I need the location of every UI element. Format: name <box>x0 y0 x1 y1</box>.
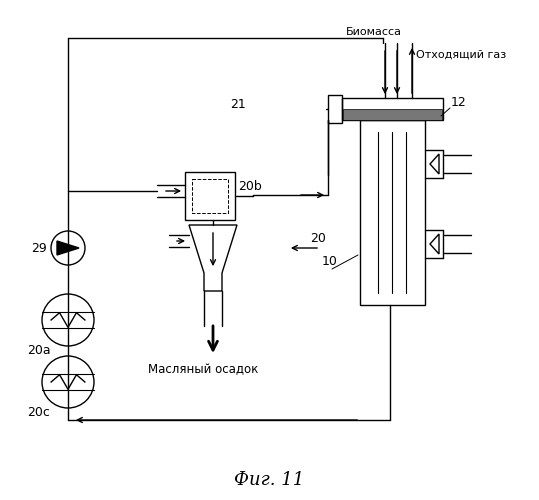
Text: 12: 12 <box>451 96 467 109</box>
Bar <box>343 109 442 120</box>
Text: 10: 10 <box>322 255 338 268</box>
Text: 20b: 20b <box>238 180 262 193</box>
Bar <box>328 95 342 123</box>
Bar <box>185 172 235 220</box>
Text: Биомасса: Биомасса <box>346 27 402 37</box>
Bar <box>192 179 228 213</box>
Text: Фиг. 11: Фиг. 11 <box>234 471 304 489</box>
Text: 21: 21 <box>230 98 246 111</box>
Text: Масляный осадок: Масляный осадок <box>148 363 258 376</box>
Bar <box>342 98 443 120</box>
Bar <box>360 120 425 305</box>
Text: 20c: 20c <box>27 406 50 419</box>
Text: 20a: 20a <box>27 344 51 357</box>
Polygon shape <box>57 241 79 255</box>
Text: 29: 29 <box>31 242 47 255</box>
Text: Отходящий газ: Отходящий газ <box>416 50 506 60</box>
Text: 20: 20 <box>310 232 326 245</box>
